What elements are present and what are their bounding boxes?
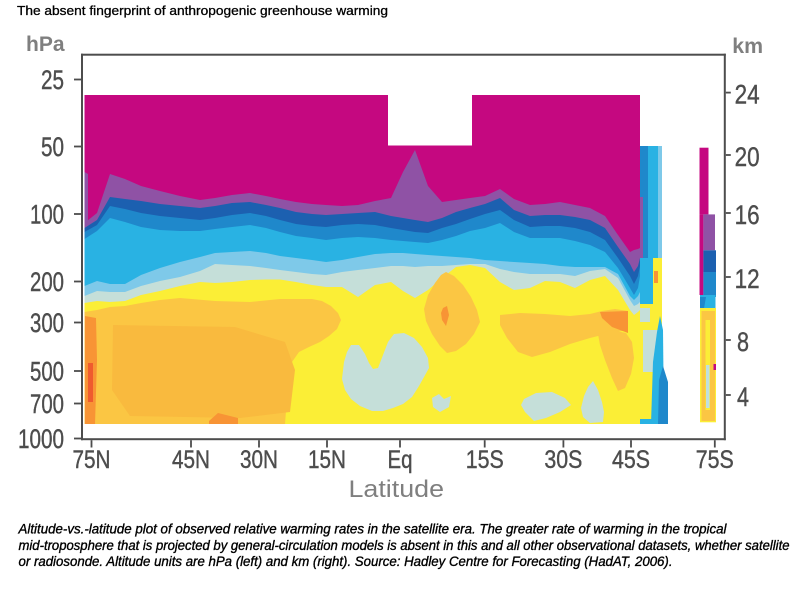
svg-text:15N: 15N [308,446,346,474]
svg-text:mid-troposphere that is projec: mid-troposphere that is projected by gen… [19,538,790,553]
svg-text:200: 200 [30,267,64,297]
svg-text:4: 4 [737,382,749,412]
svg-text:Latitude: Latitude [349,476,445,503]
svg-text:km: km [732,35,763,58]
svg-text:8: 8 [737,327,749,357]
svg-text:24: 24 [735,80,760,110]
svg-text:75N: 75N [73,446,111,474]
svg-text:The absent fingerprint of anth: The absent fingerprint of anthropogenic … [17,3,388,18]
svg-text:25: 25 [41,65,64,95]
svg-text:20: 20 [735,142,760,172]
svg-text:Altitude-vs.-latitude plot of: Altitude-vs.-latitude plot of observed r… [18,521,728,536]
svg-text:16: 16 [735,200,760,230]
svg-text:hPa: hPa [26,33,65,56]
svg-text:Eq: Eq [388,446,413,474]
svg-text:100: 100 [30,200,64,230]
svg-text:1000: 1000 [18,424,64,454]
svg-text:75S: 75S [696,446,734,474]
svg-text:45N: 45N [172,446,210,474]
svg-text:500: 500 [30,357,64,387]
svg-text:12: 12 [735,264,760,294]
svg-text:300: 300 [30,308,64,338]
svg-text:or radiosonde. Altitude units: or radiosonde. Altitude units are hPa (l… [19,554,673,569]
svg-text:15S: 15S [466,446,504,474]
svg-text:30N: 30N [240,446,278,474]
svg-text:45S: 45S [612,446,650,474]
svg-text:30S: 30S [544,446,582,474]
svg-text:700: 700 [30,389,64,419]
svg-text:50: 50 [41,132,64,162]
